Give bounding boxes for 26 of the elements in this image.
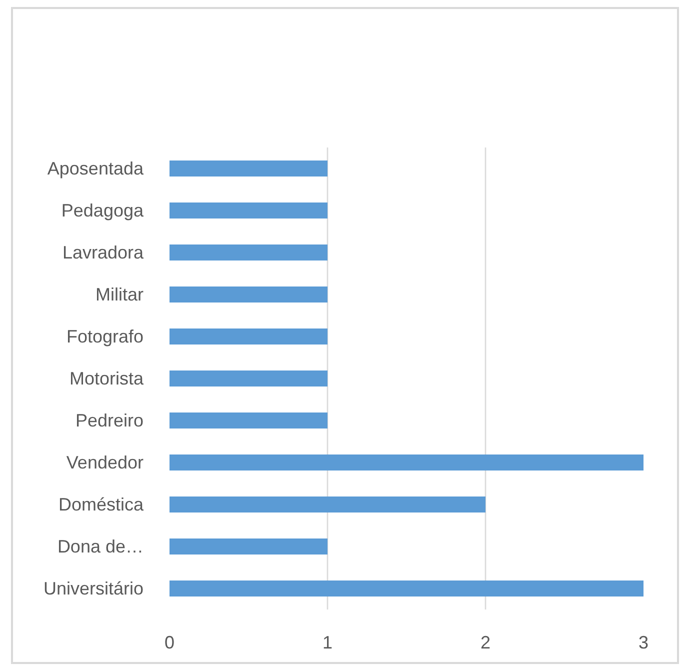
- y-tick-label: Fotografo: [66, 326, 144, 346]
- y-tick-label: Universitário: [43, 578, 144, 598]
- x-tick-label: 3: [638, 632, 649, 652]
- bar: [170, 244, 328, 260]
- bar: [170, 496, 486, 512]
- y-tick-label: Doméstica: [58, 494, 144, 514]
- y-tick-label: Pedagoga: [61, 200, 144, 220]
- x-tick-label: 1: [322, 632, 333, 652]
- y-tick-label: Dona de…: [57, 536, 144, 556]
- bar: [170, 160, 328, 176]
- y-tick-label: Motorista: [69, 368, 144, 388]
- bar: [170, 202, 328, 218]
- bar: [170, 412, 328, 428]
- bar: [170, 454, 644, 470]
- y-tick-label: Vendedor: [66, 452, 144, 472]
- bar: [170, 286, 328, 302]
- y-tick-label: Pedreiro: [75, 410, 144, 430]
- y-tick-label: Aposentada: [47, 158, 144, 178]
- y-tick-label: Lavradora: [62, 242, 144, 262]
- x-tick-label: 0: [164, 632, 175, 652]
- bar: [170, 538, 328, 554]
- bar: [170, 328, 328, 344]
- bar: [170, 580, 644, 596]
- bar: [170, 370, 328, 386]
- x-tick-label: 2: [480, 632, 491, 652]
- y-tick-label: Militar: [96, 284, 144, 304]
